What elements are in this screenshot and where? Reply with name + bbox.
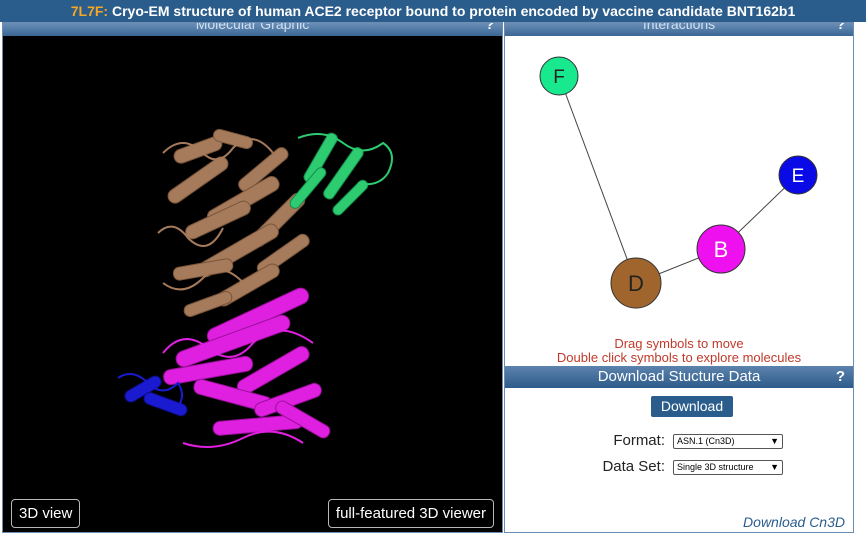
format-select-value: ASN.1 (Cn3D) — [677, 436, 735, 446]
download-cn3d-link[interactable]: Download Cn3D — [743, 514, 845, 530]
full-featured-viewer-button[interactable]: full-featured 3D viewer — [327, 499, 494, 528]
chain-magenta — [162, 287, 331, 448]
help-icon[interactable]: ? — [485, 23, 494, 32]
interactions-title: Interactions — [642, 23, 716, 32]
format-label: Format: — [613, 432, 665, 449]
chain-brown — [157, 128, 310, 317]
molecular-graphic-panel[interactable]: Molecular Graphic ? — [2, 22, 503, 533]
chain-blue — [117, 373, 188, 417]
node-b-label: B — [714, 237, 729, 262]
structure-title: Cryo-EM structure of human ACE2 receptor… — [111, 3, 796, 19]
node-d-label: D — [628, 271, 644, 296]
double-click-hint-text: Double click symbols to explore molecule… — [556, 350, 802, 365]
drag-hint-text: Drag symbols to move — [614, 336, 744, 351]
download-structure-header: Download Stucture Data ? — [505, 366, 853, 388]
molecular-graphic-header: Molecular Graphic ? — [3, 23, 502, 36]
dataset-label: Data Set: — [602, 458, 665, 475]
interactions-panel: Interactions ? F E B D Drag symbols to m… — [504, 22, 854, 533]
node-e[interactable]: E — [778, 155, 818, 195]
protein-3d-render[interactable] — [103, 113, 403, 453]
node-f-label: F — [553, 67, 565, 88]
chain-green — [289, 132, 393, 216]
chevron-down-icon: ▼ — [770, 436, 779, 446]
node-f[interactable]: F — [539, 56, 579, 96]
help-icon[interactable]: ? — [836, 23, 845, 32]
node-e-label: E — [792, 166, 805, 187]
download-button[interactable]: Download — [651, 396, 733, 417]
pdb-id: 7L7F: — [70, 3, 109, 19]
edge-f-d — [558, 75, 637, 284]
interaction-graph[interactable]: F E B D — [505, 36, 853, 336]
format-select[interactable]: ASN.1 (Cn3D) ▼ — [673, 434, 783, 449]
download-structure-title: Download Stucture Data — [597, 368, 761, 385]
3d-view-button[interactable]: 3D view — [11, 499, 81, 528]
help-icon[interactable]: ? — [835, 368, 845, 385]
interactions-header: Interactions ? — [505, 23, 853, 36]
dataset-select[interactable]: Single 3D structure ▼ — [673, 460, 783, 475]
molecular-graphic-title: Molecular Graphic — [195, 23, 310, 32]
node-d[interactable]: D — [610, 257, 662, 309]
dataset-select-value: Single 3D structure — [677, 462, 754, 472]
node-b[interactable]: B — [696, 224, 746, 274]
chevron-down-icon: ▼ — [770, 462, 779, 472]
page-title-bar: 7L7F: Cryo-EM structure of human ACE2 re… — [0, 0, 866, 22]
